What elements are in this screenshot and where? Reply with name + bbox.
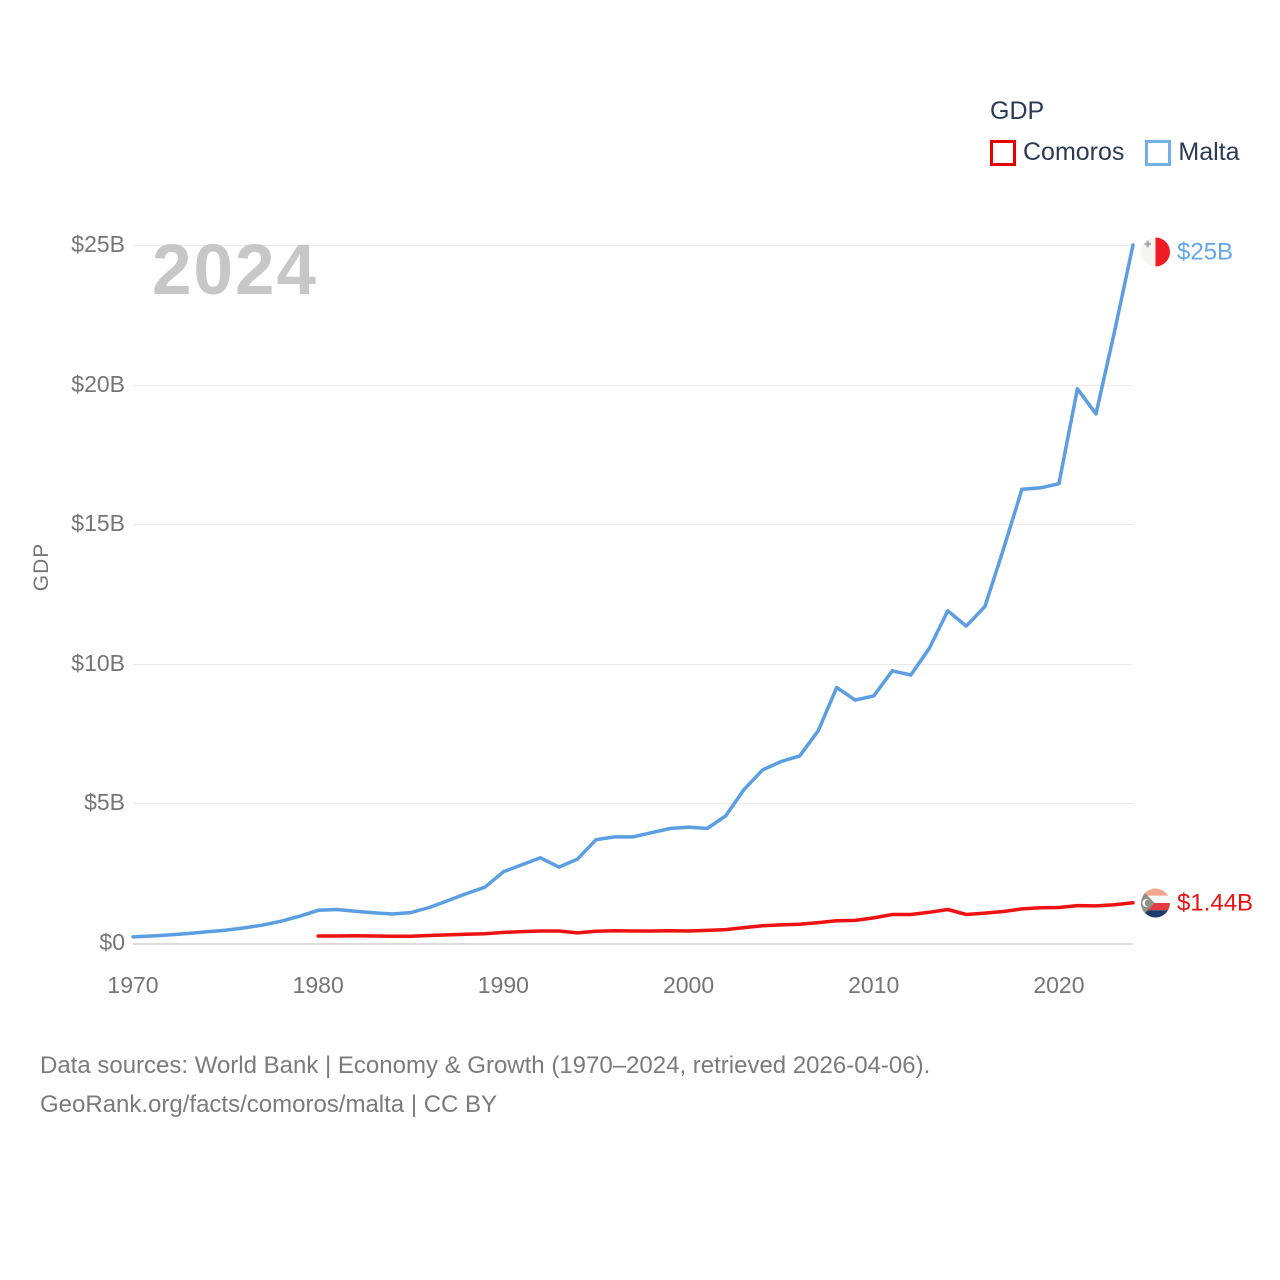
gridline-20	[133, 384, 1133, 386]
comoros-series-swatch-icon	[990, 139, 1016, 166]
y-tick-label: $5B	[84, 789, 125, 816]
y-tick-label: $25B	[71, 231, 125, 257]
gridline-5	[133, 803, 1133, 805]
x-tick-label: 2000	[662, 972, 715, 998]
comoros-end-value: $1.44B	[1177, 889, 1254, 916]
gridline-15	[133, 524, 1133, 526]
chart-legend: GDP Comoros Malta	[990, 97, 1240, 167]
footer-attribution-line: GeoRank.org/facts/comoros/malta | CC BY	[40, 1091, 498, 1118]
series-line-malta	[131, 243, 1135, 939]
comoros-end-label: $1.44B	[1141, 888, 1254, 918]
y-tick-label: $20B	[71, 370, 125, 397]
legend-item-malta[interactable]: Malta	[1145, 138, 1240, 167]
y-tick-label: $10B	[71, 649, 125, 676]
year-watermark: 2024	[152, 231, 318, 310]
malta-series-swatch-icon	[1145, 139, 1172, 166]
x-tick-label: 1980	[292, 972, 344, 998]
legend-title: GDP	[990, 97, 1045, 125]
x-tick-label: 1990	[477, 972, 529, 998]
gridline-0	[133, 943, 1133, 945]
comoros-flag-icon	[1141, 888, 1170, 918]
malta-end-label: $25B	[1141, 237, 1234, 267]
data-sources-footer: Data sources: World Bank | Economy & Gro…	[40, 1046, 930, 1124]
legend-label-comoros: Comoros	[1023, 138, 1125, 166]
footer-sources-line: Data sources: World Bank | Economy & Gro…	[40, 1052, 931, 1079]
gridline-10	[133, 663, 1133, 665]
legend-items: Comoros Malta	[990, 138, 1240, 167]
series-line-comoros	[316, 901, 1135, 939]
malta-flag-icon	[1141, 237, 1170, 267]
gridline-25	[133, 245, 1133, 246]
legend-label-malta: Malta	[1178, 138, 1240, 166]
legend-item-comoros[interactable]: Comoros	[990, 138, 1124, 167]
x-tick-label: 1970	[107, 972, 159, 998]
malta-end-value: $25B	[1177, 238, 1234, 265]
y-tick-label: $0	[99, 929, 125, 955]
x-tick-label: 2020	[1033, 972, 1085, 998]
x-tick-label: 2010	[848, 972, 900, 998]
y-tick-label: $15B	[71, 510, 125, 537]
